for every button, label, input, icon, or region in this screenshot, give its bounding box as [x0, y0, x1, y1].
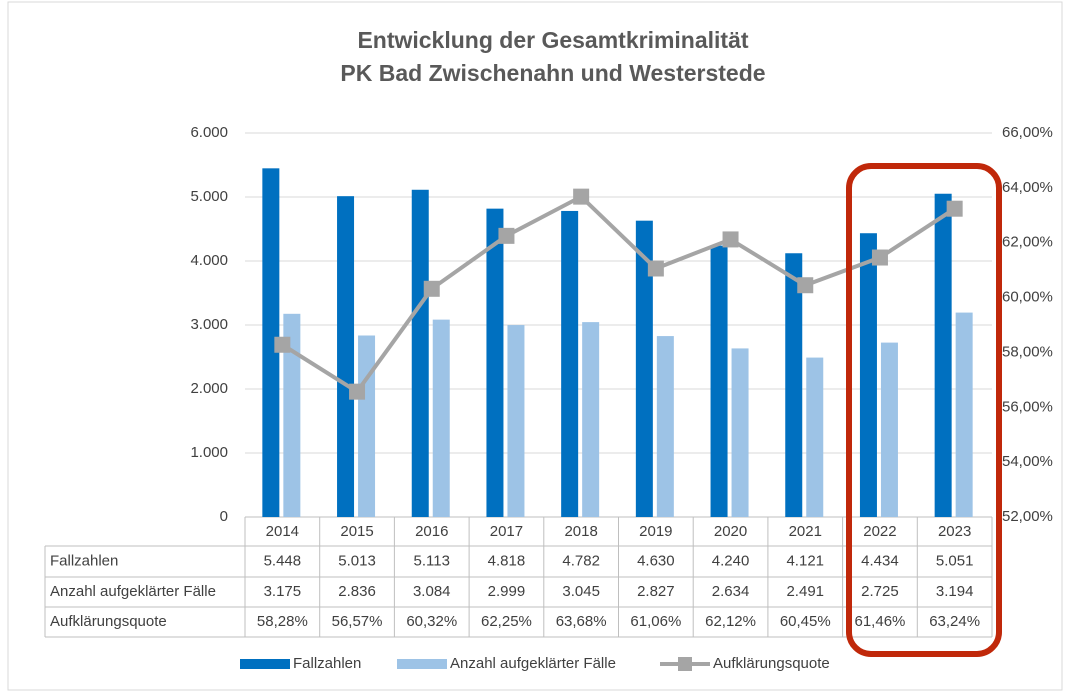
table-cell: 4.782: [562, 552, 600, 569]
table-cell: 63,24%: [929, 613, 980, 630]
x-tick-label: 2021: [789, 523, 822, 540]
y2-tick-label: 62,00%: [1002, 234, 1053, 251]
line-marker: [423, 280, 440, 297]
x-tick-label: 2022: [863, 523, 896, 540]
bar: [859, 233, 877, 517]
y-tick-label: 3.000: [190, 316, 228, 333]
line-marker: [274, 336, 291, 353]
table-cell: 56,57%: [332, 613, 383, 630]
table-cell: 62,25%: [481, 613, 532, 630]
table-cell: 63,68%: [556, 613, 607, 630]
y2-tick-label: 64,00%: [1002, 179, 1053, 196]
table-cell: 60,32%: [406, 613, 457, 630]
y2-tick-label: 66,00%: [1002, 124, 1053, 141]
chart-title: Entwicklung der Gesamtkriminalität: [357, 27, 748, 53]
y2-tick-label: 56,00%: [1002, 398, 1053, 415]
x-tick-label: 2015: [340, 523, 373, 540]
x-tick-label: 2020: [714, 523, 747, 540]
table-cell: 4.240: [712, 552, 750, 569]
bar: [337, 196, 355, 517]
table-cell: 5.448: [264, 552, 302, 569]
highlight-frame: [846, 163, 1002, 657]
table-cell: 2.827: [637, 583, 675, 600]
line-marker: [647, 260, 664, 277]
y-tick-label: 6.000: [190, 124, 228, 141]
table-row-label: Anzahl aufgeklärter Fälle: [50, 583, 216, 600]
legend-swatch: [240, 659, 290, 669]
table-cell: 3.194: [936, 583, 974, 600]
line-marker: [573, 188, 590, 205]
bar: [411, 189, 429, 517]
table-cell: 4.434: [861, 552, 899, 569]
table-cell: 60,45%: [780, 613, 831, 630]
bar: [358, 335, 376, 517]
y-tick-label: 4.000: [190, 252, 228, 269]
table-cell: 61,06%: [630, 613, 681, 630]
bar: [934, 193, 952, 517]
bar: [806, 357, 824, 517]
legend-swatch: [397, 659, 447, 669]
bar: [486, 208, 504, 517]
bar: [710, 245, 728, 517]
bar: [262, 168, 280, 517]
table-cell: 3.045: [562, 583, 600, 600]
bar: [785, 253, 803, 518]
bar: [880, 342, 898, 517]
table-cell: 2.725: [861, 583, 899, 600]
line: [281, 194, 956, 395]
line-marker: [946, 200, 963, 217]
y-tick-label: 0: [220, 508, 228, 525]
table-cell: 5.013: [338, 552, 376, 569]
bar: [635, 220, 653, 517]
x-tick-label: 2016: [415, 523, 448, 540]
table-cell: 3.175: [264, 583, 302, 600]
y2-tick-label: 60,00%: [1002, 289, 1053, 306]
bar: [283, 313, 301, 517]
bar: [507, 325, 525, 517]
legend-label: Fallzahlen: [293, 655, 361, 672]
y2-tick-label: 52,00%: [1002, 508, 1053, 525]
legend-label: Anzahl aufgeklärter Fälle: [450, 655, 616, 672]
y-tick-label: 1.000: [190, 444, 228, 461]
line-marker: [871, 249, 888, 266]
table-cell: 62,12%: [705, 613, 756, 630]
y-tick-label: 5.000: [190, 188, 228, 205]
y2-tick-label: 54,00%: [1002, 453, 1053, 470]
line-marker: [498, 227, 515, 244]
table-cell: 2.634: [712, 583, 750, 600]
bar: [955, 312, 973, 517]
bar: [561, 210, 579, 517]
y-tick-label: 2.000: [190, 380, 228, 397]
table-cell: 4.818: [488, 552, 526, 569]
table-cell: 58,28%: [257, 613, 308, 630]
x-tick-label: 2019: [639, 523, 672, 540]
bar: [656, 336, 674, 517]
bar: [731, 348, 749, 517]
legend-swatch: [678, 657, 692, 671]
table-row-label: Aufklärungsquote: [50, 613, 167, 630]
x-tick-label: 2018: [564, 523, 597, 540]
legend-label: Aufklärungsquote: [713, 655, 830, 672]
line-marker: [349, 383, 366, 400]
table-row-label: Fallzahlen: [50, 552, 118, 569]
chart-subtitle: PK Bad Zwischenahn und Westerstede: [340, 60, 765, 86]
line-marker: [797, 277, 814, 294]
table-cell: 2.491: [786, 583, 824, 600]
table-cell: 3.084: [413, 583, 451, 600]
x-tick-label: 2017: [490, 523, 523, 540]
x-tick-label: 2023: [938, 523, 971, 540]
x-tick-label: 2014: [266, 523, 299, 540]
table-cell: 61,46%: [855, 613, 906, 630]
table-cell: 2.836: [338, 583, 376, 600]
bar: [432, 319, 450, 517]
table-cell: 4.630: [637, 552, 675, 569]
table-cell: 4.121: [786, 552, 824, 569]
table-cell: 5.051: [936, 552, 974, 569]
table-cell: 5.113: [414, 552, 450, 569]
table-cell: 2.999: [488, 583, 526, 600]
line-marker: [722, 231, 739, 248]
bar: [582, 322, 600, 517]
y2-tick-label: 58,00%: [1002, 343, 1053, 360]
